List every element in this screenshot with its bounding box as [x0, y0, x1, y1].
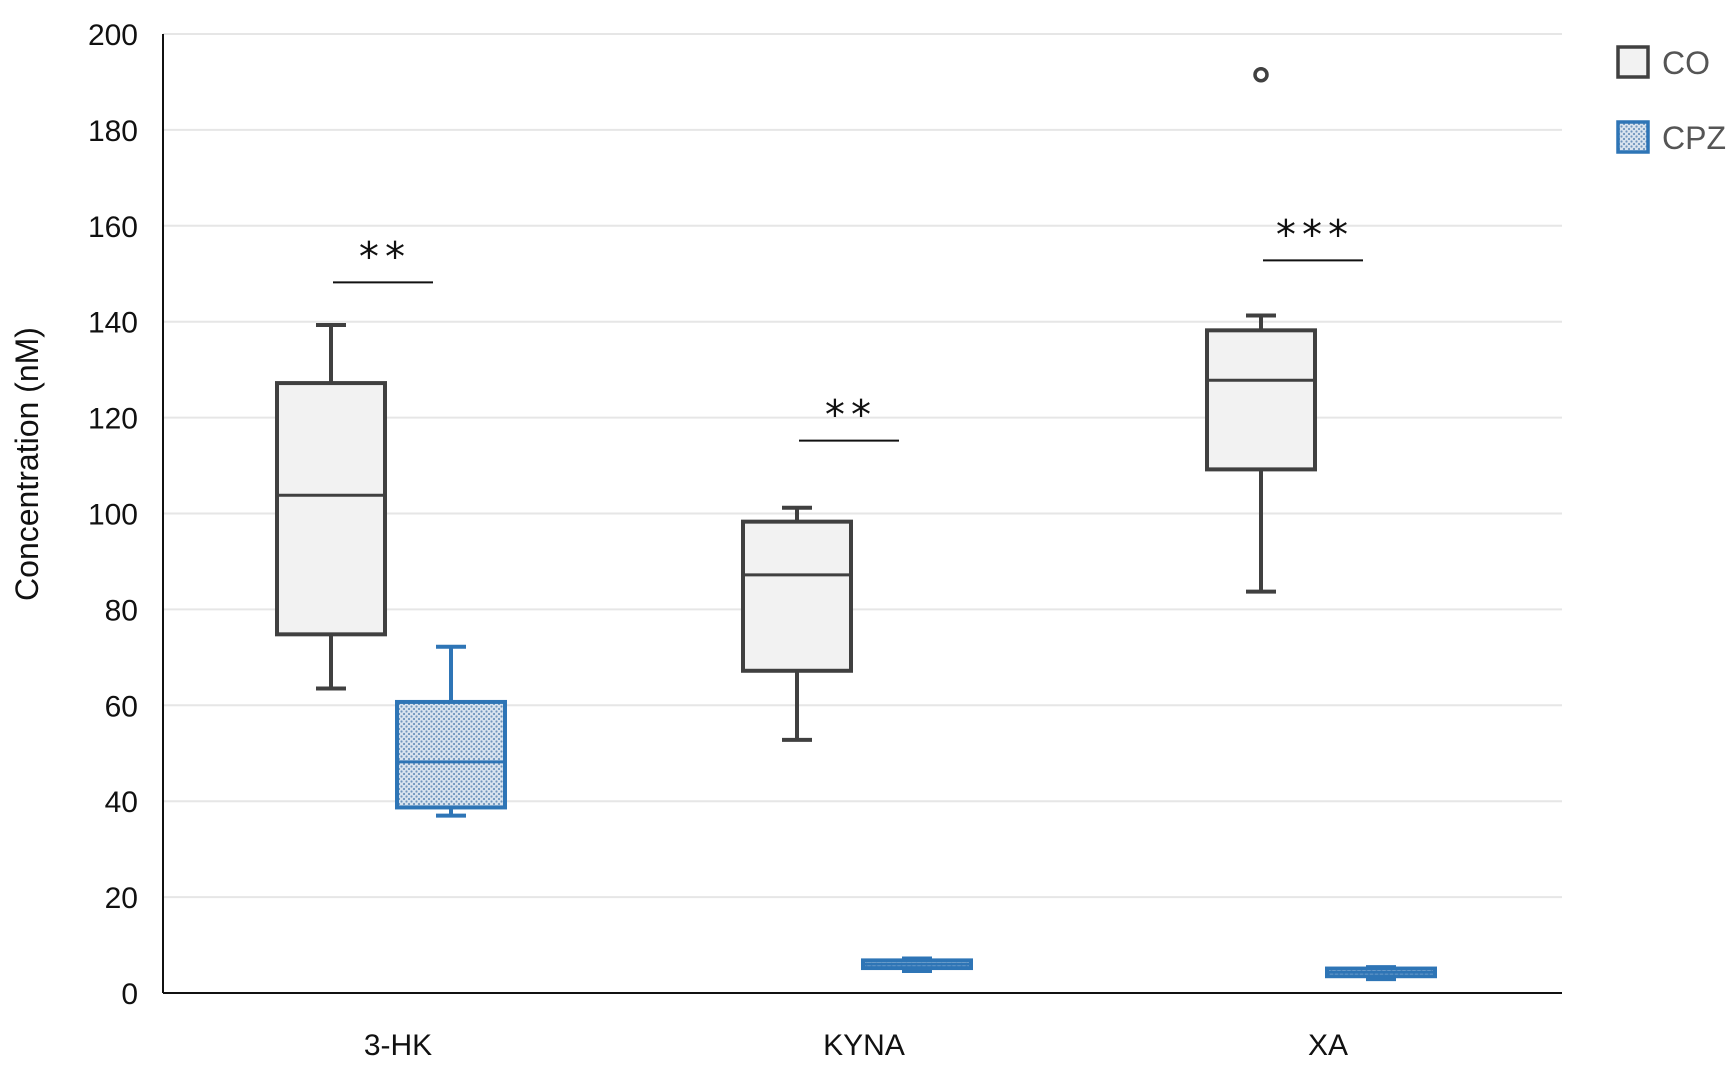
significance-kyna: ** [799, 393, 899, 442]
box-cpz-kyna [861, 956, 973, 973]
y-tick-label-160: 160 [88, 211, 138, 244]
significance-stars-kyna: ** [823, 393, 875, 439]
y-tick-label-40: 40 [105, 786, 138, 819]
y-tick-label-80: 80 [105, 594, 138, 627]
legend: CO CPZ [1616, 45, 1726, 156]
y-tick-label-200: 200 [88, 19, 138, 52]
box-co-3-hk [275, 323, 387, 691]
outlier-co-xa-0 [1253, 67, 1269, 83]
box-rect-cpz-3-hk [395, 699, 507, 810]
legend-item-cpz: CPZ [1616, 120, 1726, 156]
legend-swatch-cpz [1616, 120, 1650, 154]
x-axis-categories: 3-HK KYNA XA [364, 1029, 1348, 1062]
legend-swatch-co [1616, 45, 1650, 79]
significance-xa: *** [1263, 212, 1363, 262]
y-tick-label-120: 120 [88, 403, 138, 436]
y-tick-label-20: 20 [105, 882, 138, 915]
boxes [275, 67, 1437, 982]
box-co-kyna [741, 505, 853, 742]
legend-label-cpz: CPZ [1662, 120, 1726, 156]
y-axis-title: Concentration (nM) [9, 327, 45, 601]
legend-label-co: CO [1662, 45, 1710, 81]
box-rect-co-xa [1205, 328, 1317, 472]
significance-stars-3-hk: ** [357, 234, 409, 280]
y-tick-label-60: 60 [105, 690, 138, 723]
x-category-label-kyna: KYNA [823, 1029, 905, 1062]
y-tick-label-0: 0 [121, 978, 138, 1011]
x-category-label-xa: XA [1308, 1029, 1348, 1062]
box-rect-co-3-hk [275, 381, 387, 637]
box-rect-co-kyna [741, 519, 853, 673]
y-tick-label-140: 140 [88, 307, 138, 340]
box-co-xa [1205, 67, 1317, 594]
y-tick-label-180: 180 [88, 115, 138, 148]
legend-item-co: CO [1616, 45, 1710, 81]
box-cpz-3-hk [395, 644, 507, 818]
y-axis-ticks: 0 20 40 60 80 100 120 140 160 180 200 [88, 19, 138, 1011]
box-cpz-xa [1325, 965, 1437, 982]
axes [162, 34, 1562, 994]
x-category-label-3-hk: 3-HK [364, 1029, 432, 1062]
significance-stars-xa: *** [1274, 212, 1352, 258]
significance-3-hk: ** [333, 234, 433, 284]
significance-annotations: ******* [333, 212, 1363, 442]
y-tick-label-100: 100 [88, 499, 138, 532]
